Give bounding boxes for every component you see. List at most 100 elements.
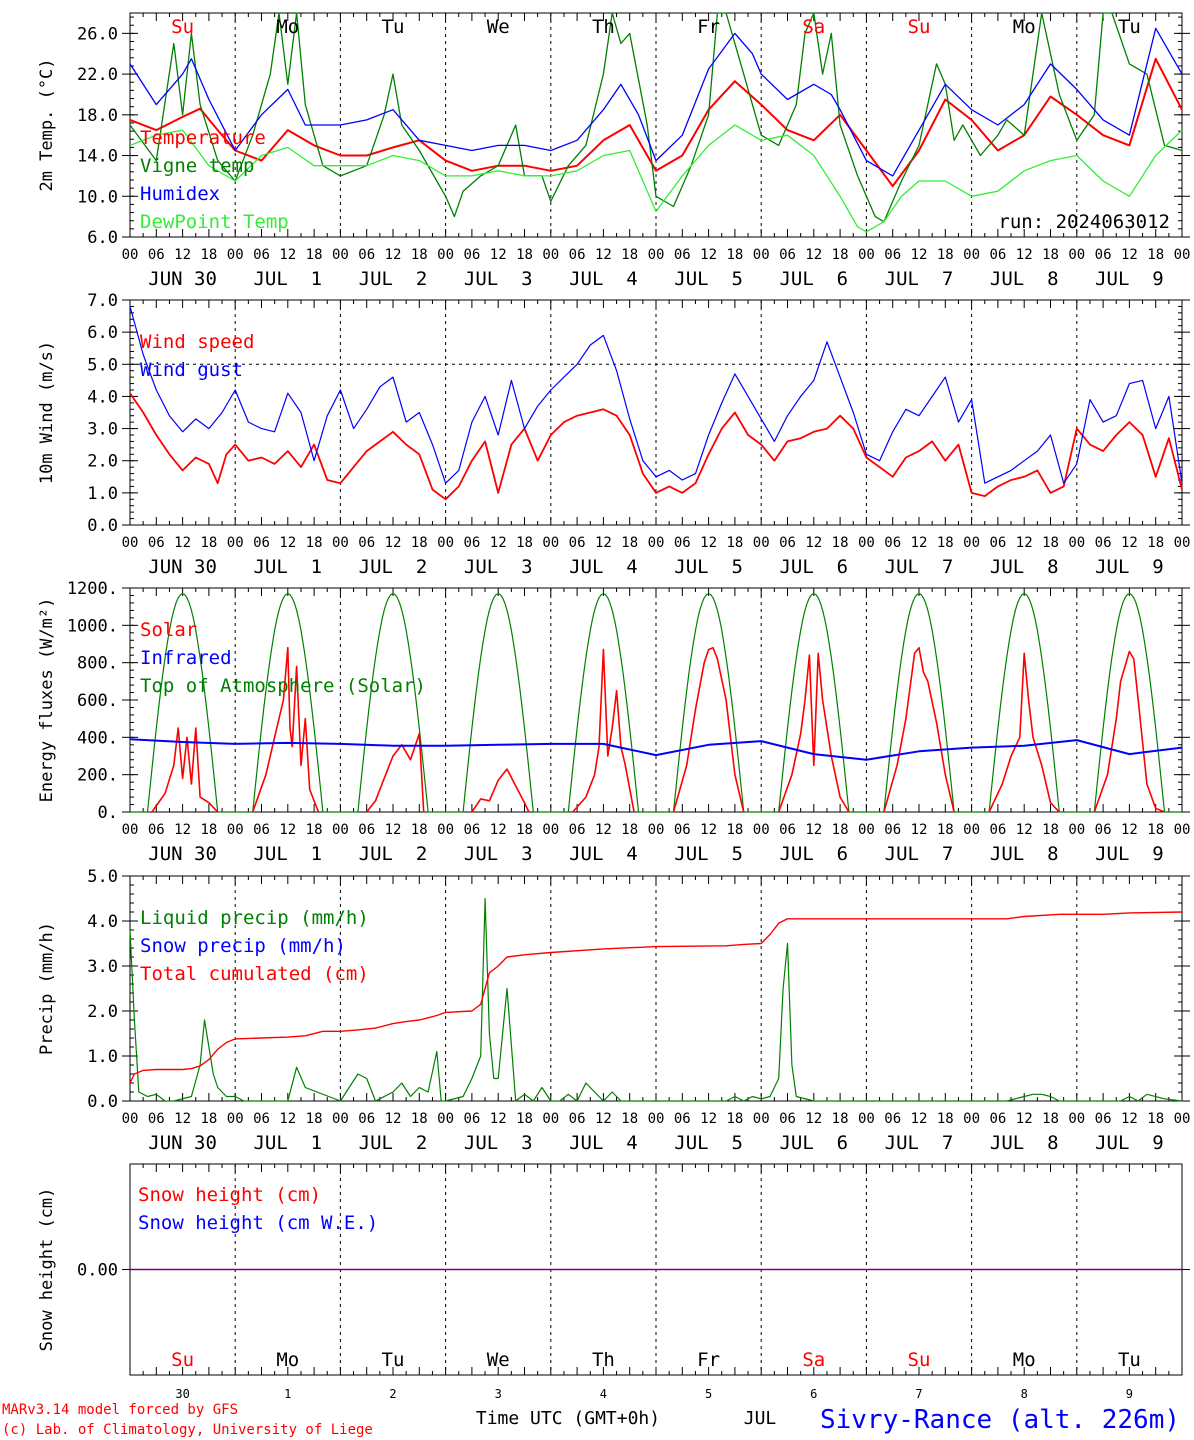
hour-tick-label: 06 [779, 247, 796, 263]
day-name: We [487, 16, 510, 38]
y-axis-label: 2m Temp. (°C) [37, 58, 57, 191]
legend-entry: Solar [140, 619, 197, 641]
hour-tick-label: 00 [332, 247, 349, 263]
hour-tick-label: 12 [490, 822, 507, 838]
date-label: JUL 3 [464, 1132, 533, 1154]
hour-tick-label: 12 [911, 535, 928, 551]
day-name: Su [171, 1349, 194, 1371]
hour-tick-label: 06 [989, 535, 1006, 551]
hour-tick-label: 00 [858, 822, 875, 838]
day-name: Mo [1013, 16, 1036, 38]
series-line-solar-day-2 [251, 646, 320, 813]
y-tick-label: 2.0 [87, 452, 118, 472]
y-tick-label: 1.0 [87, 1047, 118, 1067]
day-name: Mo [1013, 1349, 1036, 1371]
legend-entry: Top of Atmosphere (Solar) [140, 675, 426, 697]
date-label: JUN 30 [148, 843, 217, 865]
date-label: JUL 1 [253, 1132, 322, 1154]
x-axis-label: Time UTC (GMT+0h) [476, 1408, 660, 1429]
y-tick-label: 600. [77, 691, 118, 711]
legend-entry: Wind gust [140, 359, 243, 381]
y-tick-label: 5.0 [87, 355, 118, 375]
y-tick-label: 10.0 [77, 187, 118, 207]
hour-tick-label: 18 [937, 247, 954, 263]
hour-tick-label: 18 [516, 822, 533, 838]
month-label: JUL [744, 1408, 777, 1429]
hour-tick-label: 00 [542, 247, 559, 263]
hour-tick-label: 06 [463, 822, 480, 838]
hour-tick-label: 12 [279, 247, 296, 263]
hour-tick-label: 06 [148, 822, 165, 838]
date-label: JUL 6 [779, 268, 848, 290]
panel-temp: 6.0 10.0 14.0 18.0 22.0 26.0 2m Temp. (°C) Su Mo… [37, 12, 1190, 290]
hour-tick-label: 12 [1016, 1111, 1033, 1127]
day-name: Mo [276, 16, 299, 38]
y-tick-label: 0. [98, 803, 118, 823]
day-name: Tu [1118, 1349, 1141, 1371]
date-label: JUL 2 [359, 843, 428, 865]
date-label: JUL 6 [779, 843, 848, 865]
hour-tick-label: 00 [963, 535, 980, 551]
hour-tick-label: 18 [200, 247, 217, 263]
series-line-solar-day-4 [471, 768, 530, 813]
hour-tick-label: 06 [569, 535, 586, 551]
hour-tick-label: 06 [358, 822, 375, 838]
day-name: Fr [697, 16, 720, 38]
hour-tick-label: 18 [306, 247, 323, 263]
date-label: JUL 4 [569, 1132, 638, 1154]
hour-tick-label: 18 [1147, 535, 1164, 551]
hour-tick-label: 06 [884, 247, 901, 263]
hour-tick-label: 00 [858, 535, 875, 551]
hour-tick-label: 18 [200, 535, 217, 551]
day-number: 9 [1126, 1387, 1133, 1401]
hour-tick-label: 06 [884, 822, 901, 838]
hour-tick-label: 06 [569, 1111, 586, 1127]
series-line-top-of-atmosphere [130, 592, 1182, 813]
hour-tick-label: 12 [595, 535, 612, 551]
hour-tick-label: 12 [1121, 247, 1138, 263]
series-line-vigne-temp [129, 12, 1183, 223]
hour-tick-label: 00 [542, 1111, 559, 1127]
hour-tick-label: 06 [884, 535, 901, 551]
hour-tick-label: 12 [385, 535, 402, 551]
y-tick-label: 0.00 [77, 1261, 118, 1281]
series-line-wind-gust [129, 306, 1183, 484]
hour-tick-label: 06 [779, 1111, 796, 1127]
hour-tick-label: 18 [411, 535, 428, 551]
hour-tick-label: 18 [621, 247, 638, 263]
hour-tick-label: 12 [1016, 247, 1033, 263]
y-tick-label: 200. [77, 766, 118, 786]
y-tick-label: 26.0 [77, 24, 118, 44]
hour-tick-label: 12 [595, 247, 612, 263]
hour-tick-label: 06 [989, 1111, 1006, 1127]
hour-tick-label: 18 [306, 535, 323, 551]
hour-tick-label: 06 [884, 1111, 901, 1127]
hour-tick-label: 18 [1042, 822, 1059, 838]
date-label: JUL 3 [464, 843, 533, 865]
y-tick-label: 4.0 [87, 912, 118, 932]
hour-tick-label: 18 [411, 1111, 428, 1127]
series-line-solar-day-1 [151, 727, 219, 813]
hour-tick-label: 00 [332, 822, 349, 838]
day-name: Sa [802, 16, 825, 38]
hour-tick-label: 18 [1042, 535, 1059, 551]
hour-tick-label: 00 [122, 247, 139, 263]
series-line-solar-day-5 [572, 648, 635, 813]
hour-tick-label: 06 [779, 822, 796, 838]
legend-entry: Temperature [140, 127, 266, 149]
date-label: JUL 8 [990, 556, 1059, 578]
date-label: JUL 4 [569, 268, 638, 290]
legend-entry: Snow precip (mm/h) [140, 935, 346, 957]
date-label: JUL 6 [779, 1132, 848, 1154]
date-label: JUL 4 [569, 556, 638, 578]
hour-tick-label: 12 [490, 247, 507, 263]
hour-tick-label: 06 [1095, 535, 1112, 551]
hour-tick-label: 06 [674, 1111, 691, 1127]
hour-tick-label: 06 [569, 247, 586, 263]
y-tick-label: 800. [77, 654, 118, 674]
hour-tick-label: 06 [1095, 247, 1112, 263]
day-name: Su [171, 16, 194, 38]
hour-tick-label: 00 [648, 822, 665, 838]
hour-tick-label: 00 [437, 1111, 454, 1127]
